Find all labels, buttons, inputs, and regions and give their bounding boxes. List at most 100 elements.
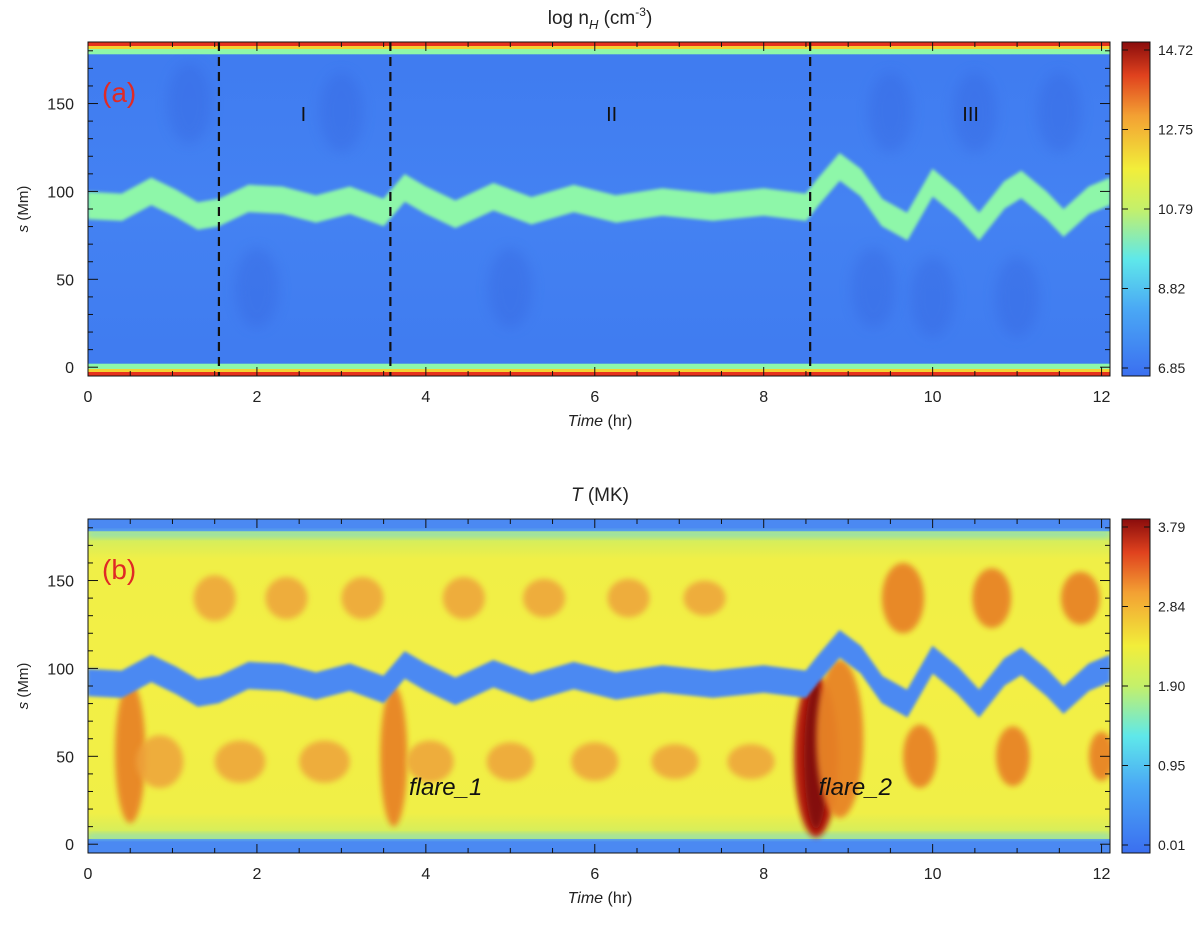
- x-tick-label: 6: [590, 389, 599, 406]
- plot-area: I II III(a): [88, 42, 1110, 376]
- x-tick-label: 0: [84, 866, 93, 883]
- density-cell: [234, 248, 279, 329]
- x-tick-label: 2: [252, 866, 261, 883]
- hot-spot: [522, 578, 566, 618]
- y-axis-label-main: s: [15, 701, 32, 709]
- colorbar-tick-label: 0.95: [1158, 758, 1185, 774]
- upper-transition-region: [88, 531, 1110, 538]
- density-cell: [995, 256, 1040, 337]
- x-tick-label: 4: [421, 866, 430, 883]
- x-axis-label: Time (hr): [568, 890, 633, 907]
- y-axis-label: s (Mm): [15, 186, 32, 233]
- panel-b: T (MK) flare_1 flare_2 (b) 0 2 4 6 8 10 12 0 50 100 15…: [15, 485, 1185, 907]
- hot-spot: [115, 682, 146, 824]
- hot-spot: [651, 744, 699, 780]
- x-tick-label: 12: [1093, 866, 1111, 883]
- hot-spot: [571, 742, 619, 781]
- colorbar-tick-label: 1.90: [1158, 678, 1185, 694]
- lower-transition-region: [88, 833, 1110, 839]
- y-tick-label: 100: [47, 184, 74, 201]
- chart-title-sub: H: [589, 17, 599, 32]
- flare-annotation: flare_2: [819, 774, 892, 801]
- hot-spot: [607, 578, 650, 618]
- chart-title-main: T: [571, 485, 584, 506]
- x-tick-label: 10: [924, 389, 942, 406]
- chart-title-main: log n: [548, 8, 589, 29]
- cool-prominence-band: [88, 630, 1110, 718]
- chart-title-exp: -3: [635, 5, 646, 19]
- x-tick-label: 6: [590, 866, 599, 883]
- hot-spot: [214, 740, 266, 783]
- hot-spot: [193, 575, 236, 621]
- y-axis-label-main: s: [15, 224, 32, 232]
- x-axis-label-unit: (hr): [603, 413, 632, 430]
- density-cell: [1037, 72, 1082, 153]
- colorbar-tick-label: 10.79: [1158, 201, 1193, 217]
- hot-spot: [380, 686, 408, 827]
- hot-spot: [903, 724, 937, 788]
- density-cell: [851, 248, 896, 329]
- chart-title-close: ): [646, 8, 652, 29]
- x-tick-label: 2: [252, 389, 261, 406]
- hot-spot: [995, 726, 1030, 787]
- panel-label: (b): [102, 554, 136, 585]
- colorbar-tick-label: 3.79: [1158, 519, 1185, 535]
- y-tick-label: 150: [47, 97, 74, 114]
- upper-cool-layer: [88, 519, 1110, 532]
- colorbar-tick-label: 2.84: [1158, 599, 1185, 615]
- y-tick-label: 50: [56, 749, 74, 766]
- hot-spot: [683, 580, 726, 616]
- y-axis-label-unit: (Mm): [15, 663, 32, 702]
- lower-footpoint-gradient: [88, 369, 1110, 372]
- density-cell: [868, 72, 913, 153]
- hot-spot: [265, 577, 308, 620]
- plot-area: flare_1 flare_2 (b): [88, 519, 1110, 853]
- panel-a: log nH (cm-3)I II III(a)0 2 4 6 8 10 12050100150…: [15, 5, 1193, 430]
- hot-spot: [1061, 571, 1100, 625]
- density-cell: [952, 72, 997, 153]
- colorbar-tick-label: 8.82: [1158, 281, 1185, 297]
- lower-cool-layer: [88, 838, 1110, 853]
- colorbar-tick-label: 0.01: [1158, 837, 1185, 853]
- hot-spot: [442, 577, 485, 620]
- hot-spot: [972, 568, 1012, 628]
- x-axis-label-main: Time: [568, 413, 604, 430]
- y-tick-label: 50: [56, 272, 74, 289]
- chart-title: log nH (cm-3): [548, 5, 653, 32]
- panel-label: (a): [102, 77, 136, 108]
- chart-title-unit: (MK): [583, 485, 629, 506]
- x-tick-label: 8: [759, 866, 768, 883]
- chart-title-unit: (cm: [598, 8, 635, 29]
- colorbar-tick-label: 12.75: [1158, 122, 1193, 138]
- region-label: II: [606, 104, 617, 126]
- density-cell: [319, 72, 364, 153]
- colorbar-tick-label: 6.85: [1158, 360, 1185, 376]
- x-axis-label-main: Time: [568, 890, 604, 907]
- y-axis-label-unit: (Mm): [15, 186, 32, 225]
- x-tick-label: 12: [1093, 389, 1111, 406]
- upper-footpoint-gradient: [88, 46, 1110, 49]
- x-axis-label: Time (hr): [568, 413, 633, 430]
- hot-spot: [816, 659, 864, 818]
- hot-spot: [136, 735, 184, 788]
- hot-spot: [1088, 731, 1110, 781]
- chart-title: T (MK): [571, 485, 629, 506]
- y-tick-label: 150: [47, 574, 74, 591]
- flare-annotation: flare_1: [409, 774, 482, 801]
- hot-spot: [299, 740, 350, 783]
- prominence-band: [88, 153, 1110, 241]
- x-axis-label-unit: (hr): [603, 890, 632, 907]
- hot-spot: [406, 740, 454, 783]
- density-cell: [488, 248, 533, 329]
- x-tick-label: 4: [421, 389, 430, 406]
- x-tick-label: 8: [759, 389, 768, 406]
- colorbar-tick-label: 14.72: [1158, 42, 1193, 58]
- region-label: III: [962, 104, 979, 126]
- upper-footpoint-layer: [88, 42, 1110, 46]
- density-cell: [167, 63, 212, 144]
- hot-spot: [341, 577, 384, 620]
- y-axis-label: s (Mm): [15, 663, 32, 710]
- y-tick-label: 0: [65, 360, 74, 377]
- hot-spot: [881, 562, 925, 634]
